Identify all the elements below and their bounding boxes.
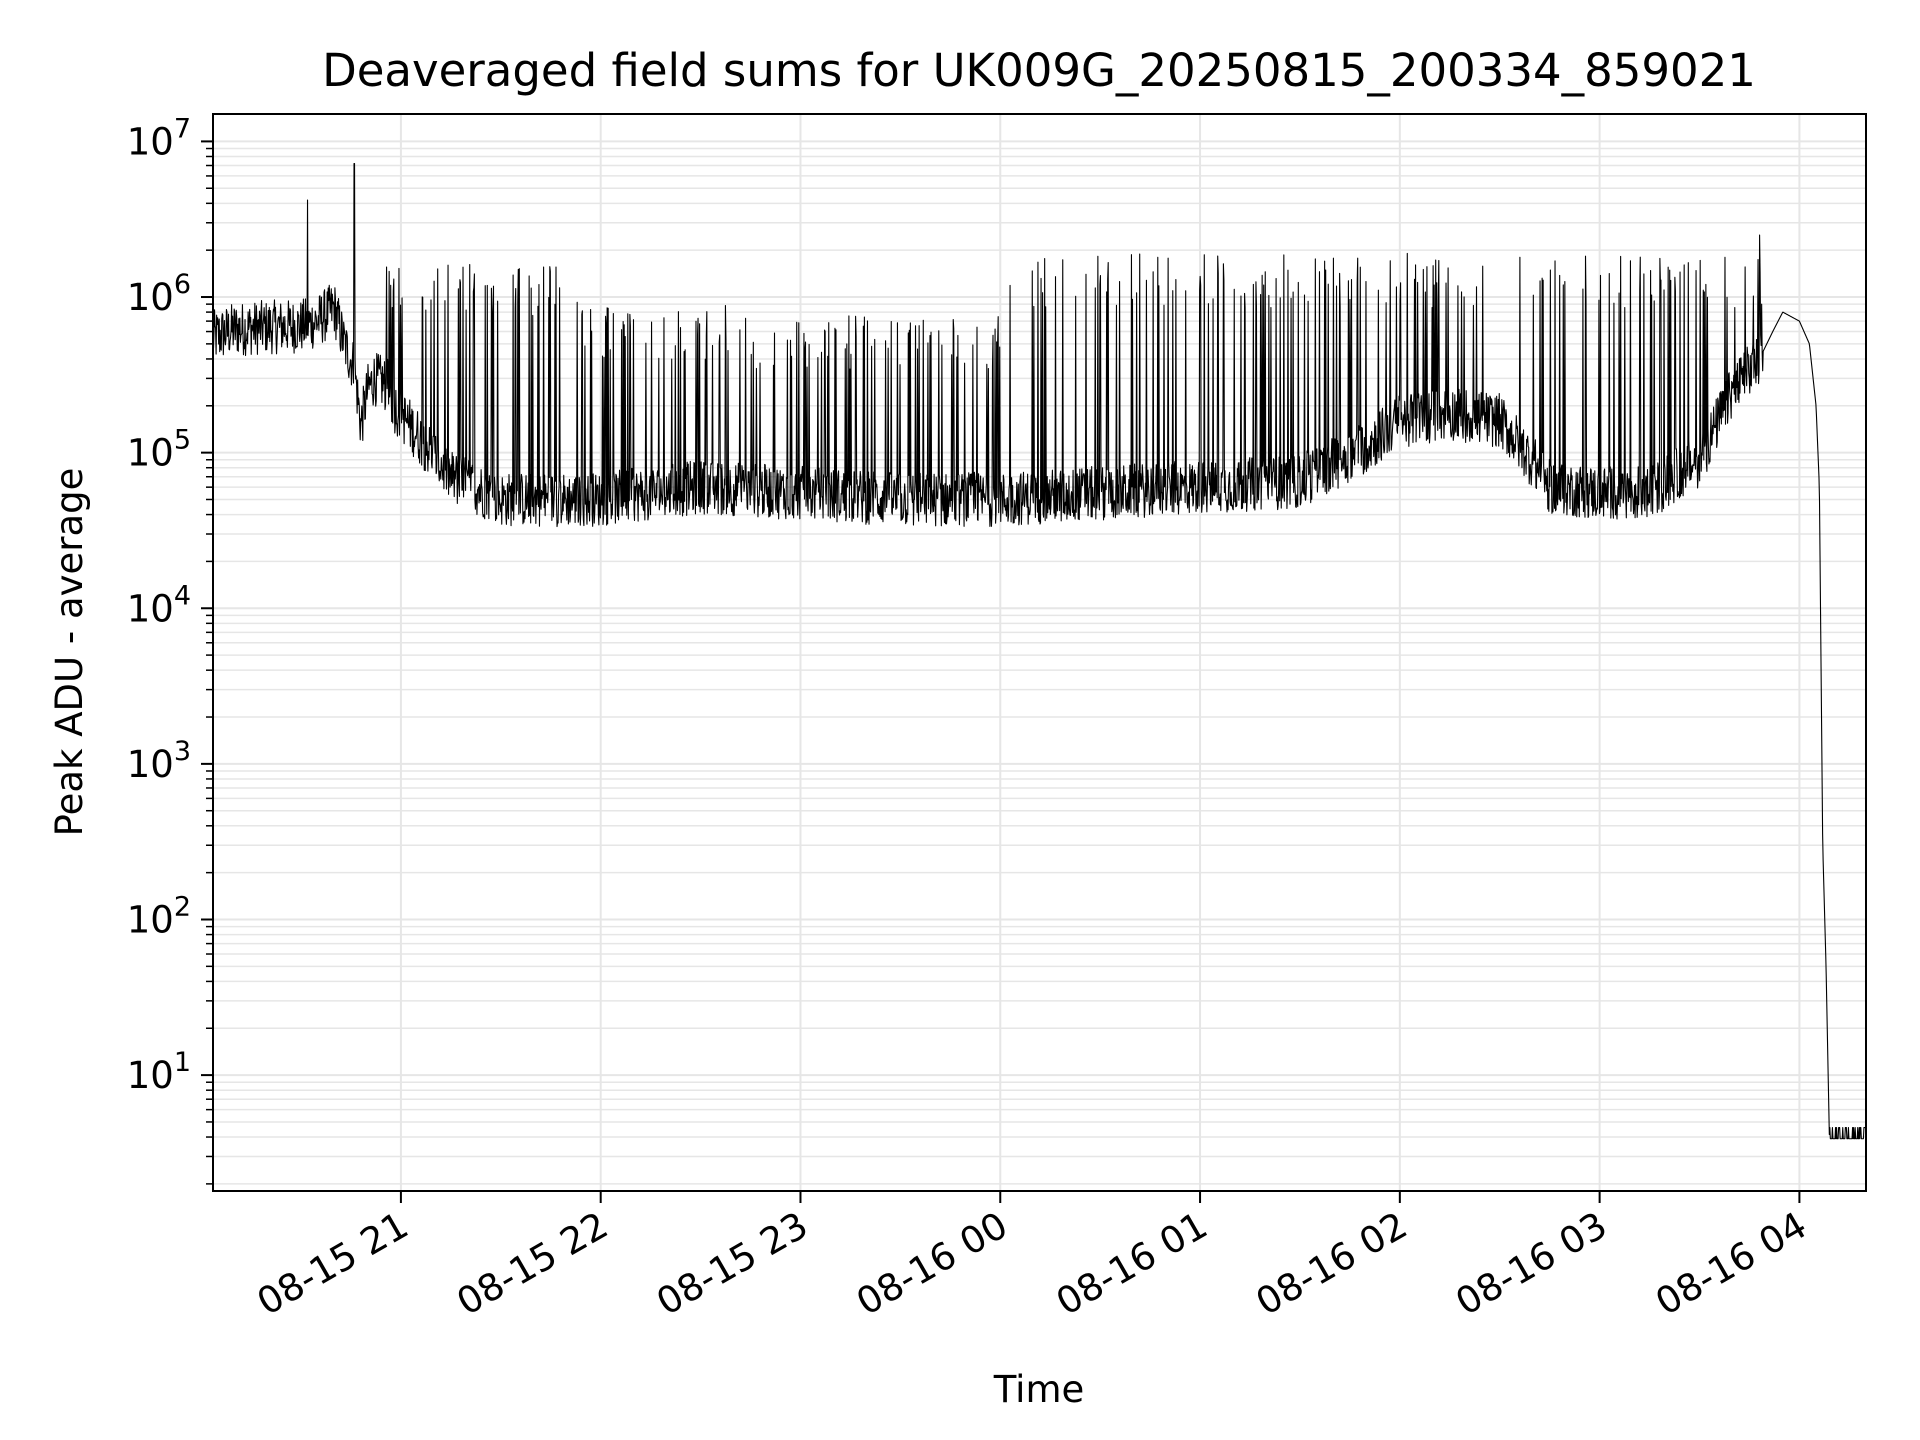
x-tick-label: 08-15 23 [649, 1204, 815, 1324]
x-tick-label: 08-16 00 [849, 1204, 1015, 1324]
x-tick-label: 08-15 22 [450, 1204, 616, 1324]
y-tick-label: 105 [127, 425, 191, 475]
y-tick-label: 106 [127, 269, 191, 319]
grid [213, 114, 1866, 1191]
x-axis: 08-15 21 08-15 22 08-15 23 08-16 00 08-16 01… [250, 1191, 1814, 1324]
y-tick-label: 107 [127, 113, 191, 163]
x-tick-label: 08-15 21 [250, 1204, 416, 1324]
y-tick-label: 103 [127, 736, 191, 786]
x-axis-label: Time [993, 1368, 1085, 1411]
y-tick-label: 102 [127, 891, 191, 941]
chart-title: Deaveraged field sums for UK009G_2025081… [322, 44, 1756, 97]
y-tick-label: 104 [127, 580, 191, 630]
y-axis: 101 102 103 104 105 106 107 [127, 113, 213, 1185]
x-tick-label: 08-16 01 [1049, 1204, 1215, 1324]
x-tick-label: 08-16 03 [1449, 1204, 1615, 1324]
y-tick-label: 101 [127, 1047, 191, 1097]
y-axis-label: Peak ADU - average [48, 468, 91, 837]
series-layer [212, 163, 1867, 1140]
plot-area-frame [212, 113, 1867, 1192]
series-line [212, 163, 1867, 1140]
x-tick-label: 08-16 02 [1249, 1204, 1415, 1324]
x-tick-label: 08-16 04 [1648, 1204, 1814, 1324]
